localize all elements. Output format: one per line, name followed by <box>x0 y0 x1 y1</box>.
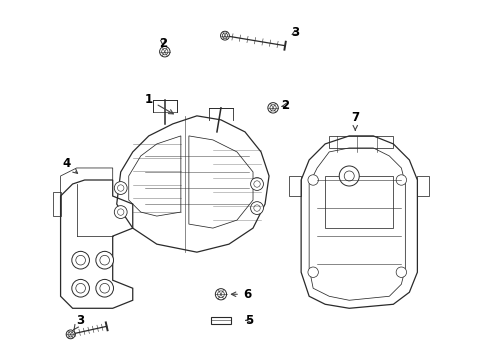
Circle shape <box>396 175 407 185</box>
Circle shape <box>268 103 278 113</box>
Circle shape <box>160 46 170 57</box>
Circle shape <box>308 175 319 185</box>
Text: 5: 5 <box>245 314 253 327</box>
Text: 6: 6 <box>231 288 251 301</box>
Text: 3: 3 <box>74 314 85 330</box>
Circle shape <box>250 202 264 215</box>
Circle shape <box>250 177 264 190</box>
FancyBboxPatch shape <box>211 317 231 324</box>
Circle shape <box>339 166 359 186</box>
Circle shape <box>114 181 127 194</box>
Text: 3: 3 <box>291 26 299 39</box>
Circle shape <box>96 279 114 297</box>
Text: 2: 2 <box>281 99 289 112</box>
Circle shape <box>96 251 114 269</box>
Circle shape <box>396 267 407 278</box>
Text: 1: 1 <box>145 93 173 114</box>
Text: 4: 4 <box>62 157 77 174</box>
Circle shape <box>220 31 229 40</box>
Circle shape <box>66 330 75 339</box>
Circle shape <box>215 289 226 300</box>
Text: 7: 7 <box>351 111 359 130</box>
Circle shape <box>308 267 319 278</box>
Circle shape <box>72 279 90 297</box>
Circle shape <box>114 206 127 219</box>
Text: 2: 2 <box>159 37 167 50</box>
Circle shape <box>72 251 90 269</box>
